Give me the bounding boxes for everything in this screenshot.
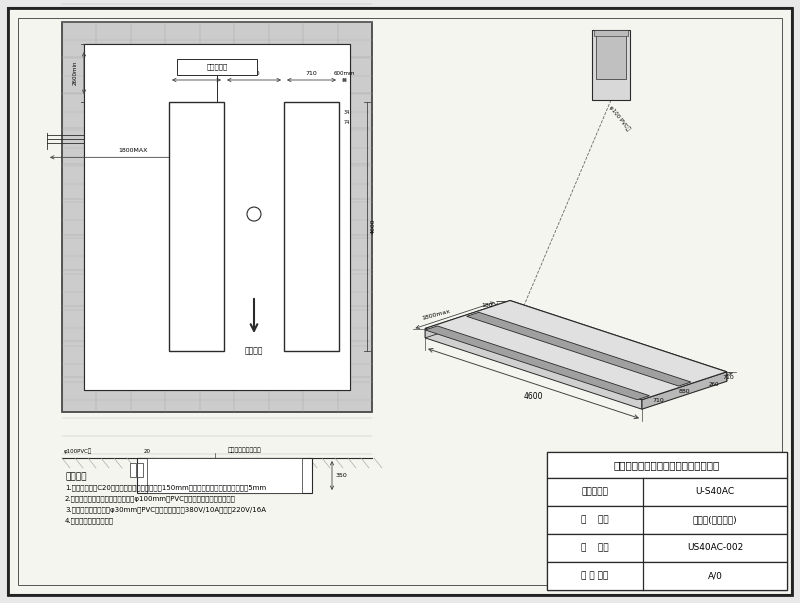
Polygon shape xyxy=(642,372,726,409)
Polygon shape xyxy=(425,300,510,338)
Text: 600mm: 600mm xyxy=(334,71,355,76)
Polygon shape xyxy=(425,329,642,409)
Bar xyxy=(594,30,628,36)
Bar xyxy=(169,102,224,351)
Bar xyxy=(547,452,787,478)
Text: 4600: 4600 xyxy=(371,219,376,235)
Bar xyxy=(130,463,136,477)
Text: 上海巴兰仕汽车检测设备股份有限公司: 上海巴兰仕汽车检测设备股份有限公司 xyxy=(614,460,720,470)
Text: 710: 710 xyxy=(722,375,734,380)
Text: 20: 20 xyxy=(143,449,150,454)
Text: 1800MAX: 1800MAX xyxy=(118,148,148,153)
Bar xyxy=(547,506,787,534)
Text: 控制器位仪: 控制器位仪 xyxy=(206,64,228,71)
Text: 880: 880 xyxy=(678,389,690,394)
Bar xyxy=(84,44,350,390)
Text: 地基面（混凝土上）: 地基面（混凝土上） xyxy=(228,447,262,453)
Polygon shape xyxy=(510,300,726,381)
Polygon shape xyxy=(425,300,726,400)
Text: U-S40AC: U-S40AC xyxy=(695,487,734,496)
Bar xyxy=(147,458,302,493)
Text: A/0: A/0 xyxy=(707,572,722,581)
Text: 4600: 4600 xyxy=(524,391,543,400)
Bar xyxy=(547,452,787,590)
Text: 74: 74 xyxy=(344,120,350,125)
Text: 710: 710 xyxy=(653,397,665,403)
Text: 地基图(地坑安装): 地基图(地坑安装) xyxy=(693,516,738,525)
Polygon shape xyxy=(466,312,691,386)
Text: 3.电源线和气源线预埋φ30mm的PVC管，电源三相为380V/10A或单相220V/16A: 3.电源线和气源线预埋φ30mm的PVC管，电源三相为380V/10A或单相22… xyxy=(65,506,266,513)
Bar xyxy=(596,34,626,79)
Text: φ100 PVC管: φ100 PVC管 xyxy=(608,104,631,131)
Text: 180: 180 xyxy=(482,303,493,308)
Bar xyxy=(137,458,312,493)
Bar xyxy=(62,22,372,412)
Text: 进车方向: 进车方向 xyxy=(245,346,263,355)
Bar xyxy=(284,102,339,351)
Text: US40AC-002: US40AC-002 xyxy=(687,543,743,552)
Text: 710: 710 xyxy=(306,71,318,76)
Text: 2.预埋控制台至地坑和两地坑间预埋φ100mm的PVC管用于穿油管、气管、电线: 2.预埋控制台至地坑和两地坑间预埋φ100mm的PVC管用于穿油管、气管、电线 xyxy=(65,495,236,502)
Text: 4.电控箱位置可左右互换: 4.电控箱位置可左右互换 xyxy=(65,517,114,523)
Bar xyxy=(547,562,787,590)
Text: 版 本 号：: 版 本 号： xyxy=(582,572,609,581)
Text: 34: 34 xyxy=(344,110,350,115)
Bar xyxy=(547,534,787,562)
Text: φ100PVC管: φ100PVC管 xyxy=(64,449,92,454)
Bar xyxy=(224,102,284,351)
Text: 1.混凝土等级为C20及以上，坑底混凝土厚度为150mm以上，两地坑内水平误差不大于5mm: 1.混凝土等级为C20及以上，坑底混凝土厚度为150mm以上，两地坑内水平误差不… xyxy=(65,484,266,491)
Bar xyxy=(592,30,630,100)
Bar xyxy=(547,478,787,506)
Text: 2600min: 2600min xyxy=(73,61,78,85)
Bar xyxy=(84,44,350,390)
Text: 基础要求: 基础要求 xyxy=(65,472,86,481)
Text: 图    号：: 图 号： xyxy=(581,543,609,552)
Bar xyxy=(137,463,143,477)
Text: 1800max: 1800max xyxy=(422,309,451,321)
Text: 350: 350 xyxy=(336,473,348,478)
Polygon shape xyxy=(425,326,650,400)
Bar xyxy=(177,59,257,75)
Text: 产品型号：: 产品型号： xyxy=(582,487,609,496)
Text: 710: 710 xyxy=(190,71,202,76)
Text: 880: 880 xyxy=(248,71,260,76)
Text: 260: 260 xyxy=(708,382,718,387)
Text: 名    称：: 名 称： xyxy=(581,516,609,525)
